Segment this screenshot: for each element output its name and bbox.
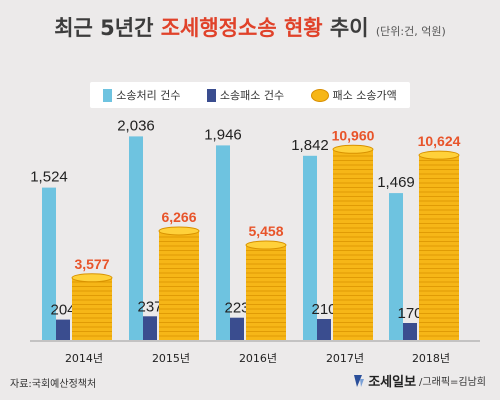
credit-artist: /그래픽=김남희 [419, 377, 486, 388]
x-tick-5: 2018년 [412, 352, 450, 365]
title-part2: 추이 [322, 16, 369, 40]
label-filed-3: 1,946 [204, 126, 242, 143]
bar-filed-2 [129, 136, 143, 340]
legend-item-filed: 소송처리 건수 [103, 87, 180, 103]
coin-stack-3 [245, 240, 287, 340]
label-lost-2: 237 [137, 298, 162, 315]
bar-lost-5 [403, 323, 417, 340]
label-lost-1: 204 [50, 302, 75, 319]
bar-lost-2 [143, 316, 157, 340]
legend: 소송처리 건수 소송패소 건수 패소 소송가액 [90, 82, 410, 108]
coin-stack-1 [71, 273, 113, 340]
source-note: 자료:국회예산정책처 [10, 379, 97, 390]
coin-stack-5 [418, 150, 460, 340]
credit: 조세일보 /그래픽=김남희 [351, 371, 486, 390]
legend-item-amount: 패소 소송가액 [310, 87, 397, 103]
legend-swatch-filed [103, 88, 113, 102]
legend-item-lost: 소송패소 건수 [206, 87, 285, 103]
title-unit: (단위:건, 억원) [375, 25, 446, 38]
label-filed-2: 2,036 [117, 117, 155, 134]
title-part1: 최근 5년간 [54, 16, 161, 40]
label-amount-5: 10,624 [418, 133, 461, 149]
coin-stack-2 [158, 226, 200, 340]
legend-label-filed: 소송처리 건수 [116, 89, 181, 102]
bar-filed-3 [216, 145, 230, 340]
label-filed-4: 1,842 [291, 137, 329, 154]
x-tick-4: 2017년 [326, 352, 364, 365]
label-lost-3: 223 [224, 300, 249, 317]
bar-lost-4 [317, 319, 331, 340]
brand-name: 조세일보 [368, 375, 417, 390]
label-amount-2: 6,266 [161, 209, 196, 225]
label-amount-3: 5,458 [248, 223, 283, 239]
label-filed-1: 1,524 [30, 169, 68, 186]
bar-filed-4 [303, 155, 317, 340]
label-amount-1: 3,577 [74, 256, 109, 272]
label-lost-4: 210 [311, 301, 336, 318]
legend-label-lost: 소송패소 건수 [219, 89, 285, 102]
legend-swatch-lost [206, 88, 216, 102]
label-lost-5: 170 [397, 305, 422, 322]
x-tick-2: 2015년 [152, 352, 190, 365]
x-tick-1: 2014년 [65, 352, 103, 365]
label-filed-5: 1,469 [377, 174, 415, 191]
x-tick-3: 2016년 [239, 352, 277, 365]
label-amount-4: 10,960 [332, 127, 375, 143]
bar-lost-3 [230, 317, 244, 340]
title-highlight: 조세행정소송 현황 [160, 16, 323, 40]
bar-lost-1 [56, 319, 70, 340]
coin-stack-4 [332, 144, 374, 340]
chart-title: 최근 5년간 조세행정소송 현황 추이 (단위:건, 억원) [0, 12, 500, 42]
bar-filed-1 [42, 187, 56, 340]
legend-label-amount: 패소 소송가액 [332, 89, 397, 102]
bar-filed-5 [389, 193, 403, 340]
coin-icon [310, 88, 329, 102]
brand-logo-icon [354, 374, 365, 387]
